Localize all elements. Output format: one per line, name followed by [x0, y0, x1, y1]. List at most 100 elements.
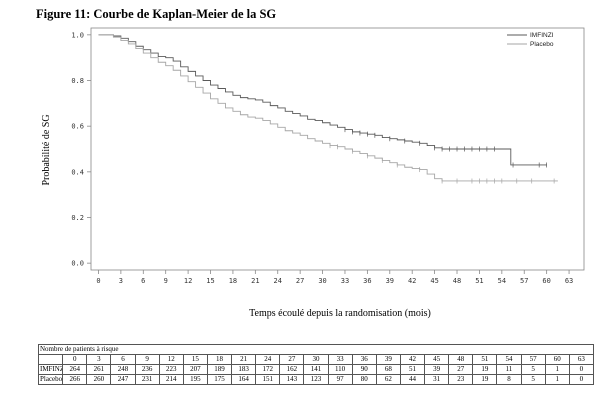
risk-table-timepoint: 60: [544, 354, 570, 365]
x-tick-label: 45: [430, 277, 438, 285]
risk-table-timepoint: 3: [86, 354, 112, 365]
risk-table-timepoint: 54: [496, 354, 522, 365]
risk-table-cell: 151: [255, 374, 281, 385]
x-tick-label: 30: [318, 277, 326, 285]
x-tick-label: 48: [453, 277, 461, 285]
risk-table-timepoint: 9: [134, 354, 160, 365]
km-chart: 0.00.20.40.60.81.0 0 3 6 9 12 15 18 21 24 27 30 33 3…: [41, 27, 585, 319]
risk-table-timepoint: 27: [279, 354, 305, 365]
risk-table-cell: 175: [206, 374, 233, 385]
x-tick-label: 15: [206, 277, 214, 285]
risk-table-timepoint: 12: [158, 354, 184, 365]
risk-table-cell: 164: [230, 374, 257, 385]
risk-table-cell: 247: [110, 374, 136, 385]
risk-table-timepoint: 51: [472, 354, 498, 365]
risk-table-row-placebo: Placebo 266 260 247 231 214 195 175 164 151 143 123…: [37, 374, 595, 385]
plot-frame: [90, 27, 585, 271]
x-tick-label: 54: [498, 277, 506, 285]
risk-table-cell: 31: [423, 374, 450, 385]
legend: IMFINZI Placebo: [507, 32, 554, 48]
risk-table-cell: 260: [86, 374, 112, 385]
risk-table-timepoint: 57: [520, 354, 546, 365]
risk-table: Nombre de patients à risque 0 3 6 9 12 15 18 21…: [37, 344, 595, 385]
risk-table-row-label: IMFINZI: [37, 364, 64, 375]
risk-table-cell: 1: [544, 374, 570, 385]
x-tick-label: 21: [251, 277, 259, 285]
x-tick-label: 24: [274, 277, 282, 285]
x-tick-label: 27: [296, 277, 304, 285]
x-tick-label: 0: [96, 277, 100, 285]
risk-table-title: Nombre de patients à risque: [38, 344, 594, 355]
risk-table-cell: 214: [158, 374, 184, 385]
risk-table-cell: 68: [375, 364, 401, 375]
risk-table-cell: 0: [568, 374, 595, 385]
risk-table-timepoint: 42: [399, 354, 426, 365]
risk-table-cell: 195: [182, 374, 208, 385]
risk-table-timepoint: 39: [375, 354, 401, 365]
y-axis-label: Probabilité de SG: [41, 114, 52, 185]
risk-table-timepoint: 6: [110, 354, 136, 365]
km-curve-placebo: [98, 34, 558, 182]
x-tick-label: 51: [475, 277, 483, 285]
x-tick-label: 57: [520, 277, 528, 285]
risk-table-cell: 207: [182, 364, 208, 375]
risk-table-cell: 90: [351, 364, 377, 375]
x-tick-label: 3: [119, 277, 123, 285]
x-tick-label: 42: [408, 277, 416, 285]
risk-table-row-label: Placebo: [37, 374, 64, 385]
risk-table-cell: 80: [351, 374, 377, 385]
risk-table-cell: 5: [520, 364, 546, 375]
x-tick-label: 63: [565, 277, 573, 285]
risk-table-header-row: Nombre de patients à risque: [38, 344, 594, 355]
risk-table-cell: 5: [520, 374, 546, 385]
risk-table-cell: 143: [279, 374, 305, 385]
risk-table-timepoint: 36: [351, 354, 377, 365]
risk-table-cell: 264: [62, 364, 88, 375]
risk-table-timepoint: 0: [62, 354, 88, 365]
x-tick-label: 39: [386, 277, 394, 285]
risk-table-cell: 44: [399, 374, 426, 385]
x-tick-label: 6: [141, 277, 145, 285]
risk-table-cell: 19: [472, 374, 498, 385]
x-axis: 0 3 6 9 12 15 18 21 24 27 30 33 36 39 42 45 48 51 54 57 60 63: [96, 270, 573, 285]
risk-table-cell: 51: [399, 364, 426, 375]
risk-table-cell: 172: [255, 364, 281, 375]
risk-table-corner: [37, 354, 64, 365]
x-axis-label: Temps écoulé depuis la randomisation (mo…: [249, 308, 431, 319]
risk-table-cell: 266: [62, 374, 88, 385]
risk-table-cell: 231: [134, 374, 160, 385]
risk-table-cell: 0: [568, 364, 595, 375]
survival-curves: [98, 34, 558, 184]
x-tick-label: 36: [363, 277, 371, 285]
risk-table-cell: 236: [134, 364, 160, 375]
y-tick-label: 1.0: [71, 31, 84, 39]
legend-imfinzi-label: IMFINZI: [530, 32, 554, 39]
risk-table-timepoint: 18: [206, 354, 233, 365]
risk-table-timepoint: 45: [423, 354, 450, 365]
x-tick-label: 12: [184, 277, 192, 285]
risk-table-timepoint: 21: [230, 354, 257, 365]
risk-table-cell: 189: [206, 364, 233, 375]
y-axis: 0.0 0.2 0.4 0.6 0.8 1.0: [71, 31, 91, 268]
risk-table-cell: 62: [375, 374, 401, 385]
risk-table-timepoint: 24: [255, 354, 281, 365]
risk-table-cell: 261: [86, 364, 112, 375]
risk-table-cell: 97: [327, 374, 353, 385]
x-tick-label: 18: [229, 277, 237, 285]
x-tick-label: 33: [341, 277, 349, 285]
risk-table-cell: 39: [423, 364, 450, 375]
risk-table-cell: 162: [279, 364, 305, 375]
risk-table-cell: 11: [496, 364, 522, 375]
risk-table-cell: 27: [448, 364, 474, 375]
risk-table-timepoint: 30: [303, 354, 329, 365]
risk-table-cell: 110: [327, 364, 353, 375]
risk-table-cell: 8: [496, 374, 522, 385]
y-tick-label: 0.6: [71, 123, 84, 131]
risk-table-cell: 248: [110, 364, 136, 375]
risk-table-cell: 223: [158, 364, 184, 375]
risk-table-cell: 141: [303, 364, 329, 375]
risk-table-timepoints-row: 0 3 6 9 12 15 18 21 24 27 30 33 36 39 42 45 48 51 54 57 60 63: [37, 354, 595, 365]
risk-table-timepoint: 48: [448, 354, 474, 365]
y-tick-label: 0.8: [71, 77, 84, 85]
risk-table-timepoint: 33: [327, 354, 353, 365]
